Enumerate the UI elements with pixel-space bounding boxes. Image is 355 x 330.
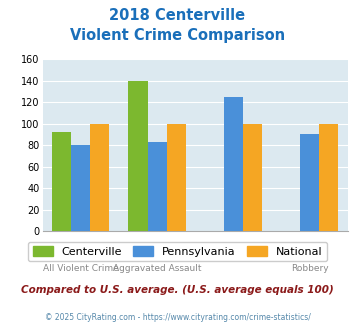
Text: Violent Crime Comparison: Violent Crime Comparison	[70, 28, 285, 43]
Bar	[300, 134, 319, 231]
Bar	[148, 142, 166, 231]
Text: Compared to U.S. average. (U.S. average equals 100): Compared to U.S. average. (U.S. average …	[21, 285, 334, 295]
Bar	[224, 97, 243, 231]
Bar	[52, 132, 71, 231]
Text: Rape: Rape	[146, 250, 169, 259]
Text: All Violent Crime: All Violent Crime	[43, 264, 119, 273]
Text: 2018 Centerville: 2018 Centerville	[109, 8, 246, 23]
Bar	[319, 124, 338, 231]
Text: Murder & Mans...: Murder & Mans...	[195, 250, 272, 259]
Bar	[71, 145, 90, 231]
Bar	[90, 124, 109, 231]
Legend: Centerville, Pennsylvania, National: Centerville, Pennsylvania, National	[28, 242, 327, 261]
Text: © 2025 CityRating.com - https://www.cityrating.com/crime-statistics/: © 2025 CityRating.com - https://www.city…	[45, 313, 310, 322]
Text: Robbery: Robbery	[291, 264, 328, 273]
Bar	[243, 124, 262, 231]
Bar	[166, 124, 186, 231]
Bar	[129, 81, 148, 231]
Text: Aggravated Assault: Aggravated Assault	[113, 264, 201, 273]
